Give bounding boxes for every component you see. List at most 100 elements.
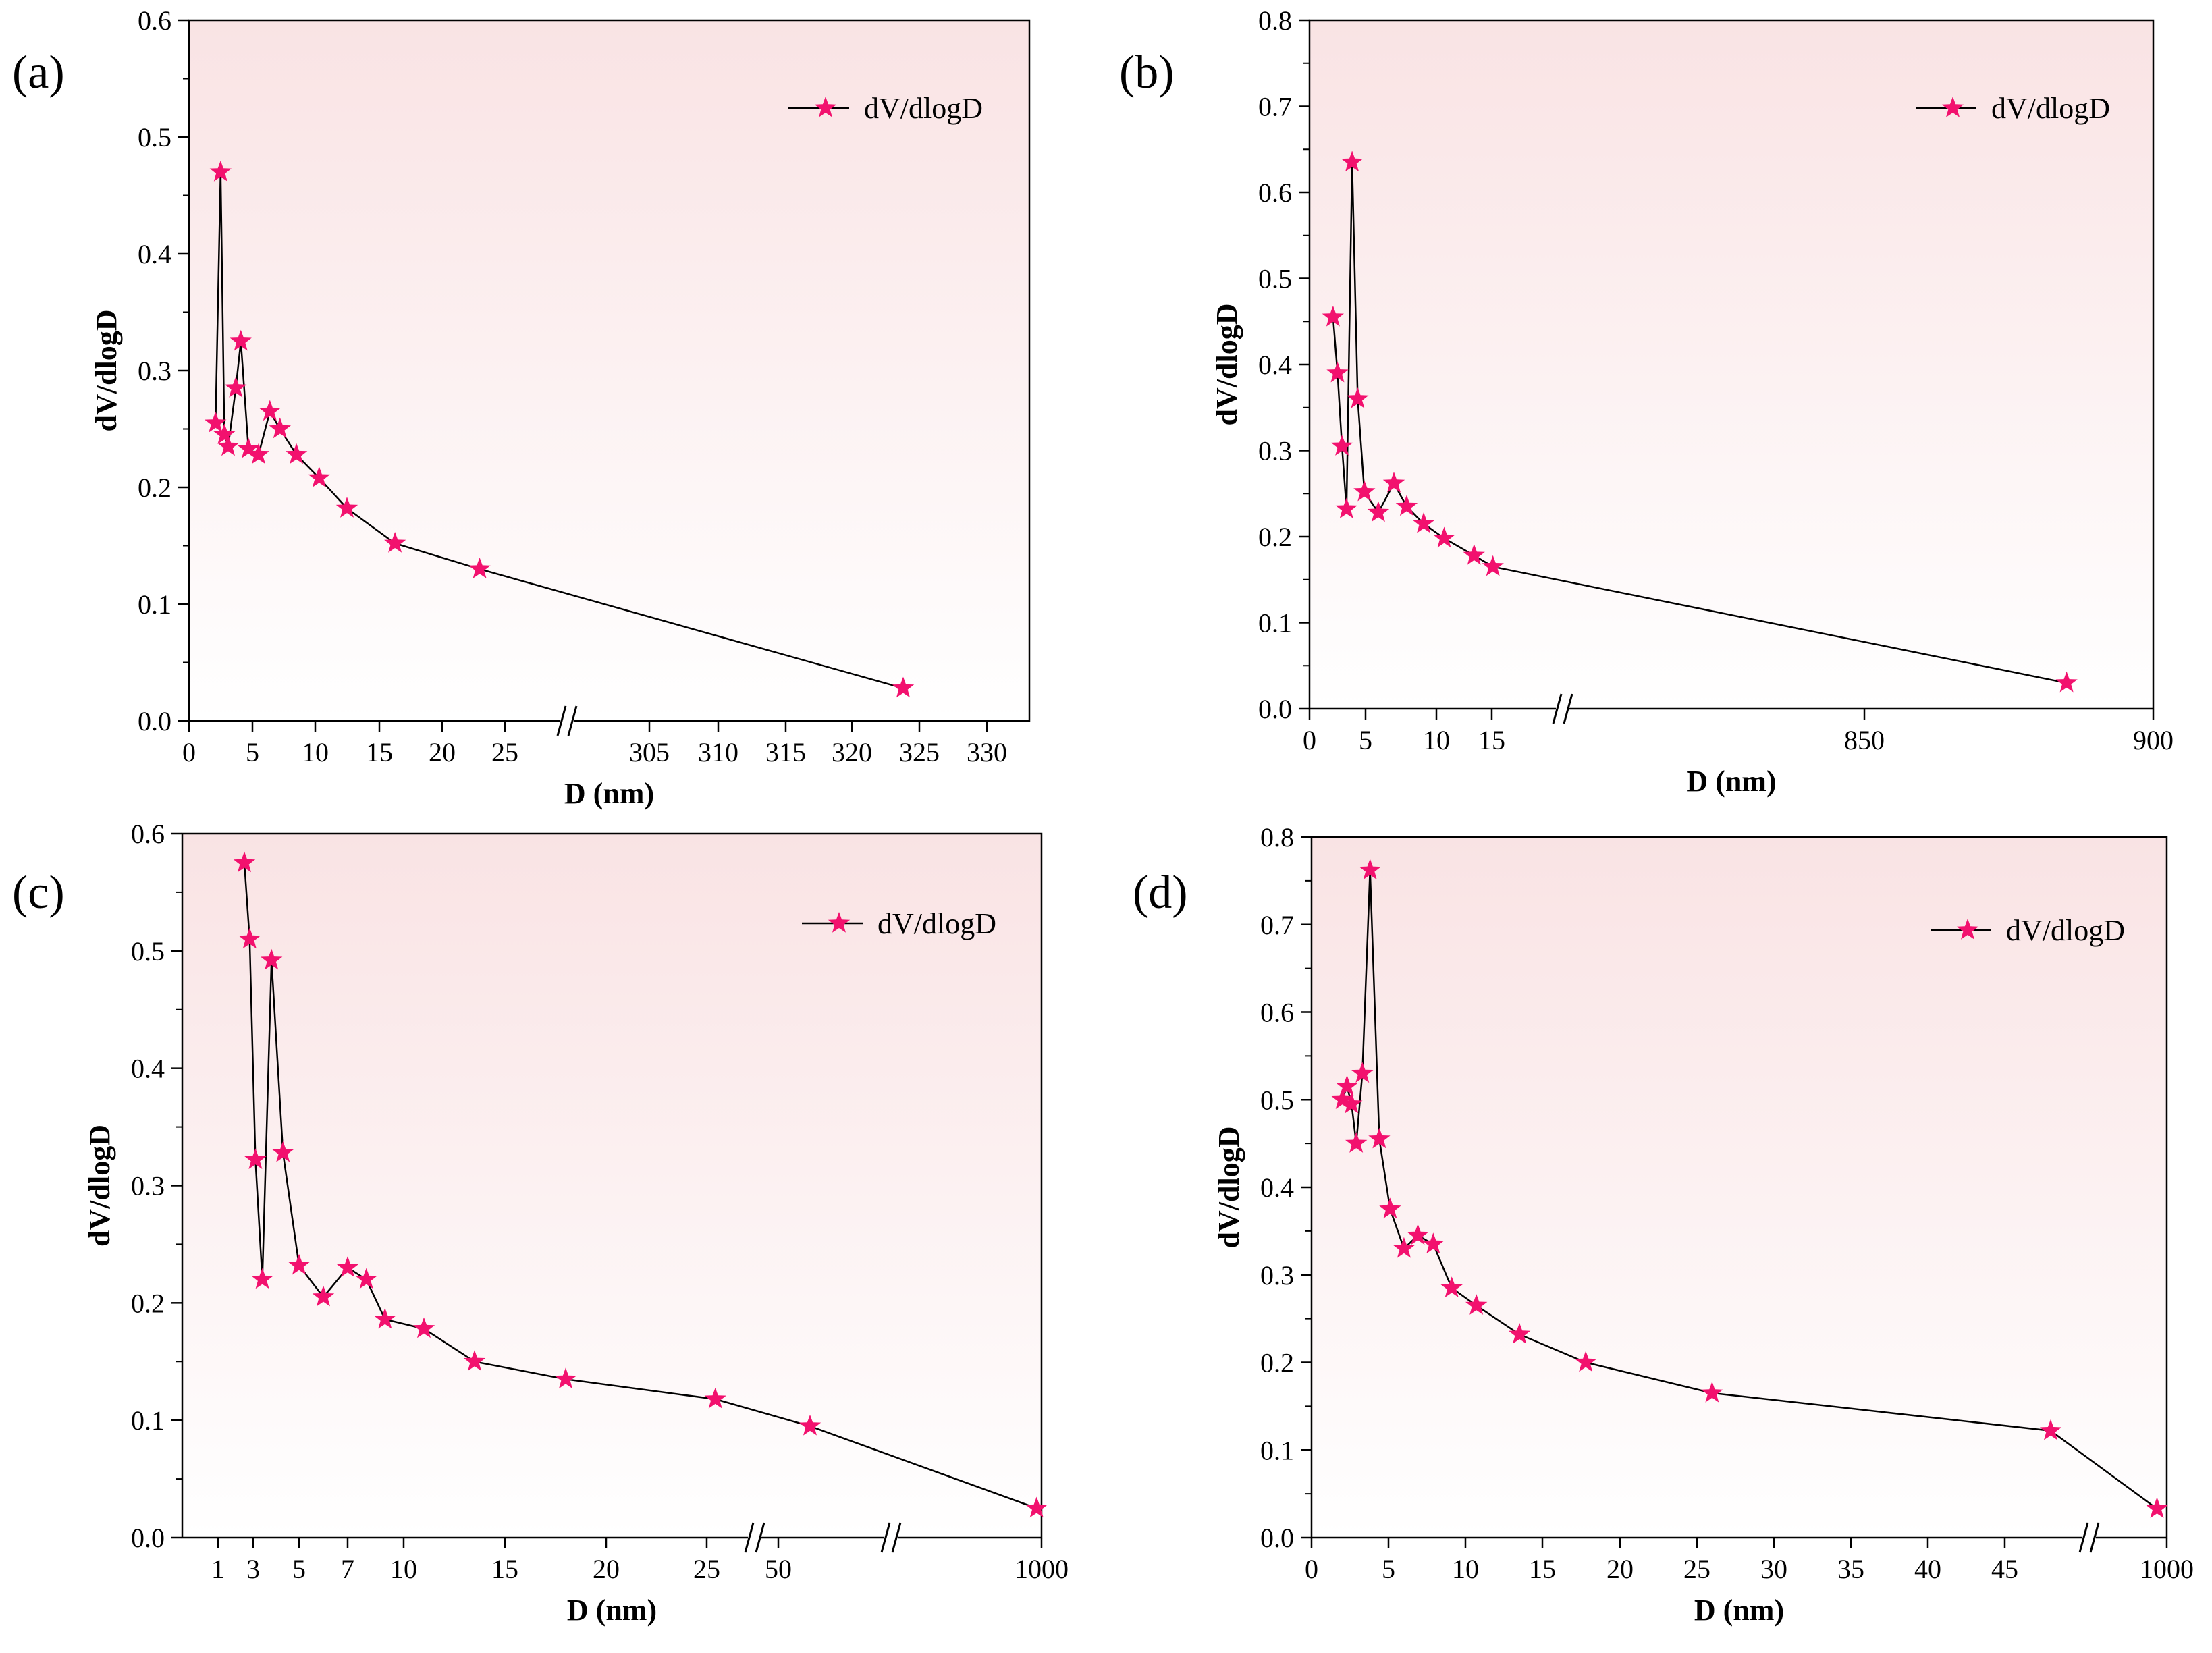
data-point — [704, 1387, 726, 1409]
y-tick-label: 0.6 — [131, 819, 165, 849]
plot-area — [181, 832, 1043, 1539]
x-tick-label: 35 — [1837, 1554, 1864, 1584]
data-point — [1393, 1237, 1415, 1258]
legend-marker — [1941, 97, 1964, 117]
data-point — [468, 558, 491, 578]
y-axis-title: dV/dlogD — [1212, 1127, 1245, 1249]
y-tick-label: 0.5 — [1258, 264, 1292, 294]
data-point — [251, 1268, 273, 1289]
data-point — [1482, 555, 1504, 576]
y-tick-label: 0.2 — [131, 1288, 165, 1318]
x-tick-label: 20 — [429, 737, 456, 767]
legend-marker — [1956, 919, 1979, 940]
plot-area — [1310, 836, 2168, 1539]
y-tick-label: 0.7 — [1258, 92, 1292, 122]
y-tick-label: 0.8 — [1258, 5, 1292, 36]
data-point — [1367, 501, 1390, 522]
data-point — [259, 400, 281, 421]
data-point — [1353, 480, 1376, 502]
data-point — [1407, 1224, 1429, 1245]
x-tick-label: 0 — [182, 737, 196, 767]
data-point — [272, 1141, 294, 1162]
data-point — [233, 851, 256, 873]
legend-label: dV/dlogD — [878, 907, 996, 940]
x-tick-label: 1000 — [1015, 1554, 1069, 1584]
data-point — [1422, 1232, 1445, 1254]
x-axis-title: D (nm) — [1686, 765, 1776, 798]
x-tick-label: 15 — [366, 737, 393, 767]
axis-break-mark — [2078, 1522, 2100, 1553]
data-point — [269, 417, 291, 439]
legend-label: dV/dlogD — [864, 92, 983, 125]
x-tick-label: 0 — [1303, 725, 1316, 755]
data-point — [225, 377, 247, 398]
data-point — [2055, 671, 2078, 693]
data-point — [1336, 1075, 1358, 1096]
data-point — [1345, 1132, 1368, 1153]
axis-break-mark — [1552, 693, 1573, 724]
data-point — [1359, 859, 1381, 880]
data-point — [412, 1317, 435, 1338]
data-point — [1382, 472, 1405, 493]
data-point — [799, 1414, 821, 1436]
data-point — [217, 435, 240, 456]
panel-b: (b) 0.0 0.1 0.2 0.3 0.4 0.5 0.6 0.7 0.8 0 5 10 15 850 9… — [1119, 5, 2174, 798]
data-point — [1433, 526, 1455, 548]
axis-break-gap — [748, 1534, 761, 1542]
y-tick-label: 0.0 — [1260, 1523, 1294, 1553]
x-tick-label: 15 — [491, 1554, 518, 1584]
y-tick-label: 0.4 — [138, 239, 171, 269]
x-tick-label: 25 — [1683, 1554, 1710, 1584]
y-tick-label: 0.6 — [138, 5, 171, 36]
y-tick-label: 0.2 — [1260, 1348, 1294, 1378]
plot-area — [1308, 19, 2155, 710]
x-tick-label: 3 — [246, 1554, 260, 1584]
data-point — [286, 443, 308, 464]
x-tick-label: 20 — [1607, 1554, 1634, 1584]
y-tick-label: 0.7 — [1260, 910, 1294, 940]
data-point — [261, 948, 283, 970]
data-point — [1463, 544, 1485, 565]
panel-label: (d) — [1133, 867, 1188, 919]
data-point — [1465, 1294, 1488, 1315]
x-tick-label: 5 — [1382, 1554, 1395, 1584]
axis-break-gap — [560, 717, 574, 725]
x-tick-label: 850 — [1844, 725, 1885, 755]
axis-break-gap — [884, 1534, 898, 1542]
data-point — [554, 1367, 577, 1389]
data-point — [1331, 1088, 1353, 1109]
data-point — [355, 1268, 377, 1289]
y-tick-label: 0.0 — [138, 706, 171, 736]
x-tick-label: 330 — [967, 737, 1007, 767]
x-axis-title: D (nm) — [1694, 1594, 1784, 1627]
data-point — [237, 437, 260, 458]
axis-break-gap — [2082, 1534, 2096, 1542]
y-tick-label: 0.5 — [131, 936, 165, 967]
axis-break-mark — [744, 1522, 765, 1553]
axis-break-gap — [1556, 705, 1569, 713]
data-point — [384, 532, 406, 553]
x-tick-label: 45 — [1991, 1554, 2018, 1584]
data-point — [463, 1350, 486, 1371]
x-tick-label: 25 — [693, 1554, 720, 1584]
data-point — [2039, 1419, 2062, 1440]
x-tick-label: 5 — [292, 1554, 306, 1584]
data-point — [1368, 1127, 1391, 1149]
x-tick-label: 320 — [832, 737, 872, 767]
data-point — [288, 1253, 311, 1275]
data-point — [1341, 151, 1364, 172]
y-tick-label: 0.6 — [1258, 178, 1292, 208]
x-tick-label: 310 — [698, 737, 738, 767]
axis-break-mark — [880, 1522, 902, 1553]
x-tick-label: 15 — [1529, 1554, 1556, 1584]
y-tick-label: 0.2 — [138, 472, 171, 503]
data-point — [205, 411, 227, 433]
data-point — [336, 1256, 359, 1277]
plot-area — [188, 19, 1031, 722]
data-point — [1379, 1197, 1401, 1219]
y-tick-label: 0.2 — [1258, 522, 1292, 552]
x-tick-label: 30 — [1760, 1554, 1787, 1584]
x-axis-title: D (nm) — [564, 777, 654, 810]
